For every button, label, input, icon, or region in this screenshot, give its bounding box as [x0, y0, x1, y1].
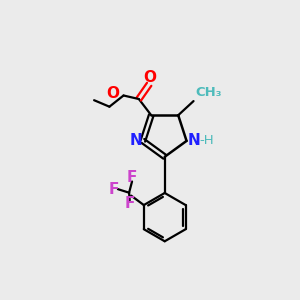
Text: N: N	[188, 133, 201, 148]
Text: F: F	[109, 182, 119, 197]
Text: F: F	[127, 170, 137, 185]
Text: F: F	[124, 196, 135, 211]
Text: N: N	[130, 133, 143, 148]
Text: CH₃: CH₃	[195, 86, 221, 99]
Text: -H: -H	[199, 134, 214, 146]
Text: O: O	[106, 85, 119, 100]
Text: O: O	[143, 70, 156, 85]
